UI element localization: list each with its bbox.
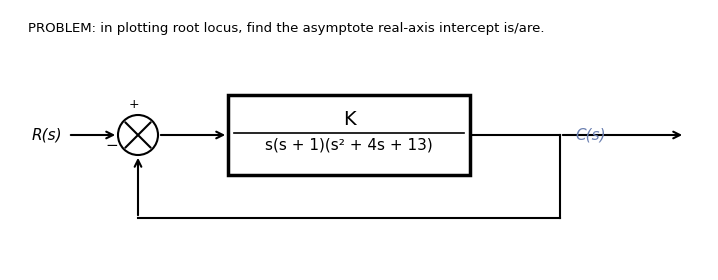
Text: C(s): C(s)	[575, 127, 605, 143]
Text: s(s + 1)(s² + 4s + 13): s(s + 1)(s² + 4s + 13)	[265, 137, 433, 152]
Bar	[228, 95, 470, 175]
Text: R(s): R(s)	[32, 127, 62, 143]
Text: PROBLEM: in plotting root locus, find the asymptote real-axis intercept is/are.: PROBLEM: in plotting root locus, find th…	[28, 22, 544, 35]
Text: K: K	[342, 110, 355, 129]
Text: +: +	[129, 98, 139, 111]
Text: −: −	[106, 137, 118, 153]
